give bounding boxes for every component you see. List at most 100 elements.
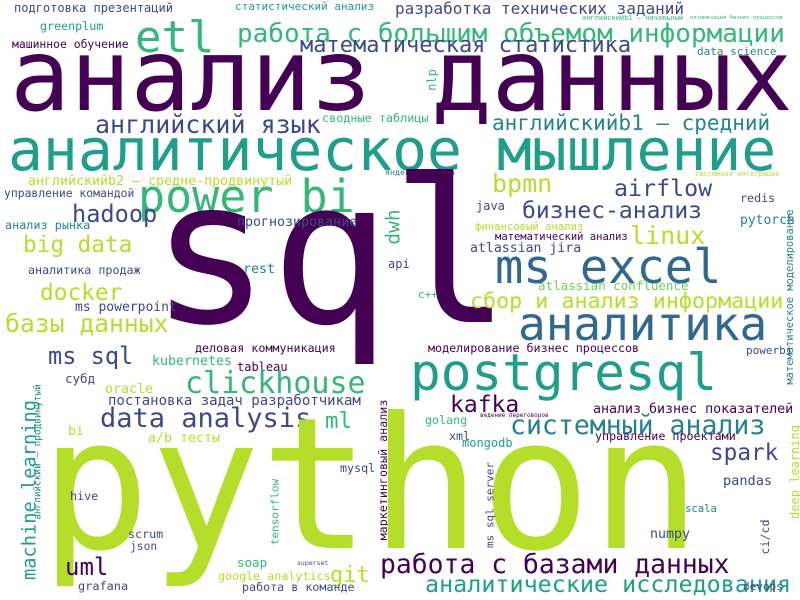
word: a/b тесты xyxy=(148,431,220,446)
word: redis xyxy=(740,191,775,205)
word: c++ xyxy=(418,288,438,301)
word: big data xyxy=(23,232,132,258)
word: разработка технических заданий xyxy=(395,0,684,18)
word: etl xyxy=(135,12,214,63)
word: mongodb xyxy=(462,436,513,450)
word: api xyxy=(388,257,410,271)
word: hadoop xyxy=(72,200,157,228)
word: ml xyxy=(325,408,352,434)
word: ms powerpoint xyxy=(75,300,177,315)
word: dwh xyxy=(382,209,405,244)
word: atlassian confluence xyxy=(538,278,689,293)
word: nlp xyxy=(425,69,439,91)
word: английский — продвинутый xyxy=(33,384,44,519)
word: работа в команде xyxy=(242,580,355,594)
word: golang xyxy=(425,413,467,427)
word: ведение переговоров xyxy=(480,412,549,419)
word: бизнес-анализ xyxy=(522,198,702,224)
word: soap xyxy=(237,555,267,570)
word: деловая коммуникация xyxy=(195,341,336,355)
word: kafka xyxy=(450,392,519,418)
word: data analysis xyxy=(100,403,311,434)
word: greenplum xyxy=(40,19,103,33)
word: машинное обучение xyxy=(12,37,129,51)
word: анализ данных xyxy=(10,17,793,134)
word: математическое моделирование xyxy=(784,209,796,384)
word: tensorflow xyxy=(269,479,282,546)
word: системный анализ xyxy=(510,410,765,441)
word: аналитическое мышление xyxy=(8,116,776,184)
word: анализ рынка xyxy=(5,218,90,232)
word: data science xyxy=(697,45,776,58)
word: английскийb2 — средне-продвинутый xyxy=(28,174,292,189)
word: английский язык xyxy=(95,110,321,139)
word: numpy xyxy=(650,527,690,542)
word: airflow xyxy=(614,175,713,202)
word: работа с базами данных xyxy=(380,549,730,580)
word: аналитика продаж xyxy=(28,263,141,277)
word: математическая статистика xyxy=(300,33,631,58)
word: сводные таблицы xyxy=(322,111,429,125)
word: системная интеграция xyxy=(695,170,779,178)
word: прогнозирование xyxy=(237,215,357,230)
word: яндекс.метрика xyxy=(385,167,455,177)
word: rest xyxy=(243,262,275,277)
word: sql xyxy=(150,137,511,370)
word: bi xyxy=(68,424,84,439)
word: ci/cd xyxy=(758,519,772,554)
word: xml xyxy=(449,429,470,443)
word: работа с большим объемом информации xyxy=(237,19,785,49)
word: pandas xyxy=(723,473,772,489)
word: superset xyxy=(297,559,328,567)
word: grafana xyxy=(78,579,128,593)
word: atlassian jira xyxy=(470,241,581,256)
word: clickhouse xyxy=(185,366,366,401)
word: mysql xyxy=(340,461,375,475)
word: linux xyxy=(630,221,705,250)
word: английскийb1 — средний xyxy=(492,111,770,135)
word: power bi xyxy=(138,170,355,223)
word: субд xyxy=(65,371,95,386)
word: machine learning xyxy=(20,400,41,580)
word: моделирование бизнес процессов xyxy=(428,341,639,355)
word: финансовый анализ xyxy=(475,221,583,233)
word: ms sql xyxy=(48,342,133,370)
word: oracle xyxy=(105,382,153,397)
word: docker xyxy=(40,280,122,306)
word: git xyxy=(330,563,370,588)
word: pytorch xyxy=(740,213,795,228)
word: управление проектами xyxy=(595,429,736,443)
word: spark xyxy=(710,440,779,466)
word: kubernetes xyxy=(152,354,232,369)
word: постановка задач разработчикам xyxy=(108,393,361,409)
word: powerbi xyxy=(746,344,792,357)
word: математический анализ xyxy=(495,231,628,243)
word: оптимизация бизнес-процессов xyxy=(690,14,783,21)
word: google analytics xyxy=(218,569,331,583)
word: devops xyxy=(743,580,783,593)
word: базы данных xyxy=(5,309,169,338)
word: анализ бизнес показателей xyxy=(593,402,793,417)
word: hive xyxy=(70,489,98,503)
word: аналитические исследования xyxy=(425,570,791,598)
word: postgresql xyxy=(410,344,717,403)
word: английскийb1 — начальный xyxy=(582,14,683,22)
word: python xyxy=(40,379,701,592)
word: tableau xyxy=(237,360,288,374)
word: json xyxy=(130,540,157,553)
word: bpmn xyxy=(492,169,552,198)
word: ms sql server xyxy=(484,462,497,548)
word: управление командой xyxy=(4,186,134,200)
word: scrum xyxy=(128,527,163,541)
word: uml xyxy=(65,553,108,581)
word: сбор и анализ информации xyxy=(470,289,783,314)
word: подготовка презентаций xyxy=(14,1,173,15)
word: маркетинговый анализ xyxy=(376,400,390,541)
word: deep learning xyxy=(788,425,800,519)
word: статистический анализ xyxy=(235,0,374,13)
word: аналитика xyxy=(518,297,767,351)
word: java xyxy=(476,199,505,213)
word: scala xyxy=(685,503,717,515)
